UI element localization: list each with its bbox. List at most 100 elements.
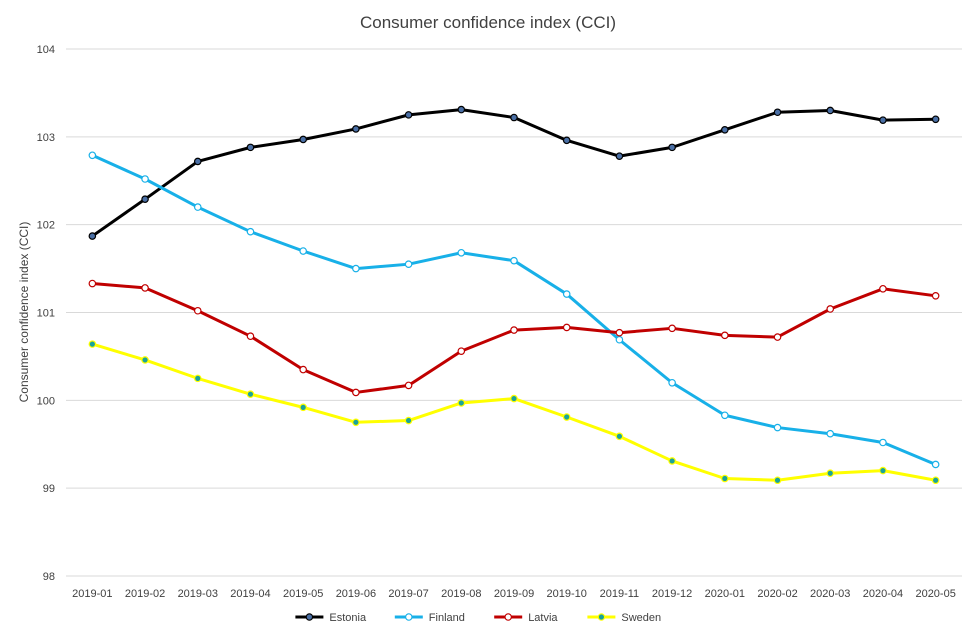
x-tick-label: 2019-01 [72,588,112,600]
x-tick-label: 2019-10 [547,588,587,600]
data-point-estonia [826,106,835,115]
data-point-latvia [352,388,360,397]
x-tick-label: 2019-05 [283,588,323,600]
data-point-finland [615,335,624,344]
legend-label-sweden: Sweden [621,612,661,624]
data-point-latvia [562,323,571,332]
x-tick-label: 2019-07 [388,588,428,600]
data-point-latvia [773,333,782,341]
data-point-sweden [193,374,202,383]
chart-title: Consumer confidence index (CCI) [360,13,616,32]
data-point-latvia [141,284,149,292]
data-point-estonia [879,116,887,124]
data-point-latvia [879,284,887,293]
data-point-latvia [299,365,307,374]
data-point-sweden [668,457,676,465]
data-point-finland [352,264,360,273]
data-point-sweden [931,476,940,485]
data-point-sweden [88,340,97,348]
legend-marker-sweden [597,613,606,621]
x-tick-label: 2020-01 [705,588,745,600]
data-point-finland [879,438,887,447]
x-tick-labels: 2019-01 2019-02 2019-03 2019-04 2019-05 2019-… [72,588,956,600]
x-tick-label: 2020-02 [757,588,797,600]
data-point-sweden [299,403,307,412]
data-point-estonia [773,108,782,117]
x-tick-label: 2020-05 [915,588,955,600]
series-sweden [88,340,940,485]
legend-label-estonia: Estonia [329,612,367,624]
data-point-finland [668,378,676,387]
data-point-finland [510,256,518,265]
y-tick-labels: 98 99 100 101 102 103 104 [37,44,55,583]
x-tick-label: 2019-03 [178,588,218,600]
series-line-sweden [90,342,938,482]
data-point-sweden [510,394,518,403]
data-point-estonia [246,143,255,152]
y-tick-label: 103 [37,132,55,144]
x-tick-label: 2020-03 [810,588,850,600]
y-axis-label: Consumer confidence index (CCI) [17,222,31,403]
data-point-estonia [668,143,676,152]
data-point-estonia [352,125,360,133]
x-tick-label: 2019-11 [600,588,640,600]
data-point-finland [931,460,940,469]
data-point-finland [299,247,307,255]
data-point-finland [404,260,413,268]
data-point-latvia [457,347,466,355]
data-point-finland [193,203,202,211]
data-point-estonia [88,232,97,240]
data-point-finland [773,423,782,432]
data-point-latvia [88,279,97,288]
data-point-sweden [404,416,413,425]
data-point-sweden [246,390,255,398]
x-tick-label: 2019-06 [336,588,376,600]
data-point-sweden [879,466,887,475]
data-point-sweden [141,356,149,364]
series-finland [88,151,940,469]
data-point-estonia [510,113,518,122]
data-point-latvia [826,305,835,313]
data-point-estonia [457,105,466,114]
data-point-latvia [615,328,624,337]
data-point-latvia [193,306,202,315]
data-point-estonia [404,111,413,119]
legend-item-finland: Finland [394,612,465,624]
data-point-estonia [193,157,202,166]
data-point-latvia [721,331,729,340]
series-line-latvia [90,282,938,394]
data-point-sweden [721,474,729,483]
series-lines [88,105,940,485]
legend-label-finland: Finland [429,612,465,624]
data-point-sweden [352,418,360,427]
y-tick-label: 99 [43,483,55,495]
data-point-finland [457,248,466,257]
legend-item-latvia: Latvia [494,612,558,624]
x-tick-label: 2019-08 [441,588,481,600]
x-tick-label: 2019-09 [494,588,534,600]
x-tick-label: 2020-04 [863,588,903,600]
data-point-estonia [299,135,307,144]
data-point-finland [246,227,255,236]
data-point-latvia [510,326,518,334]
y-tick-label: 98 [43,571,55,583]
x-tick-label: 2019-02 [125,588,165,600]
data-point-sweden [615,432,624,441]
data-point-finland [721,411,729,420]
data-point-finland [826,429,835,438]
legend-item-sweden: Sweden [587,612,661,624]
data-point-sweden [773,476,782,485]
series-line-finland [90,153,938,466]
data-point-estonia [141,195,149,203]
data-point-finland [88,151,97,160]
data-point-sweden [457,399,466,407]
data-point-latvia [246,332,255,341]
legend: Estonia Finland Latvia Sweden [295,612,661,624]
data-point-estonia [931,115,940,124]
legend-item-estonia: Estonia [295,612,367,624]
data-point-estonia [615,152,624,160]
legend-marker-estonia [305,613,314,621]
data-point-finland [141,175,149,183]
series-latvia [88,279,940,397]
